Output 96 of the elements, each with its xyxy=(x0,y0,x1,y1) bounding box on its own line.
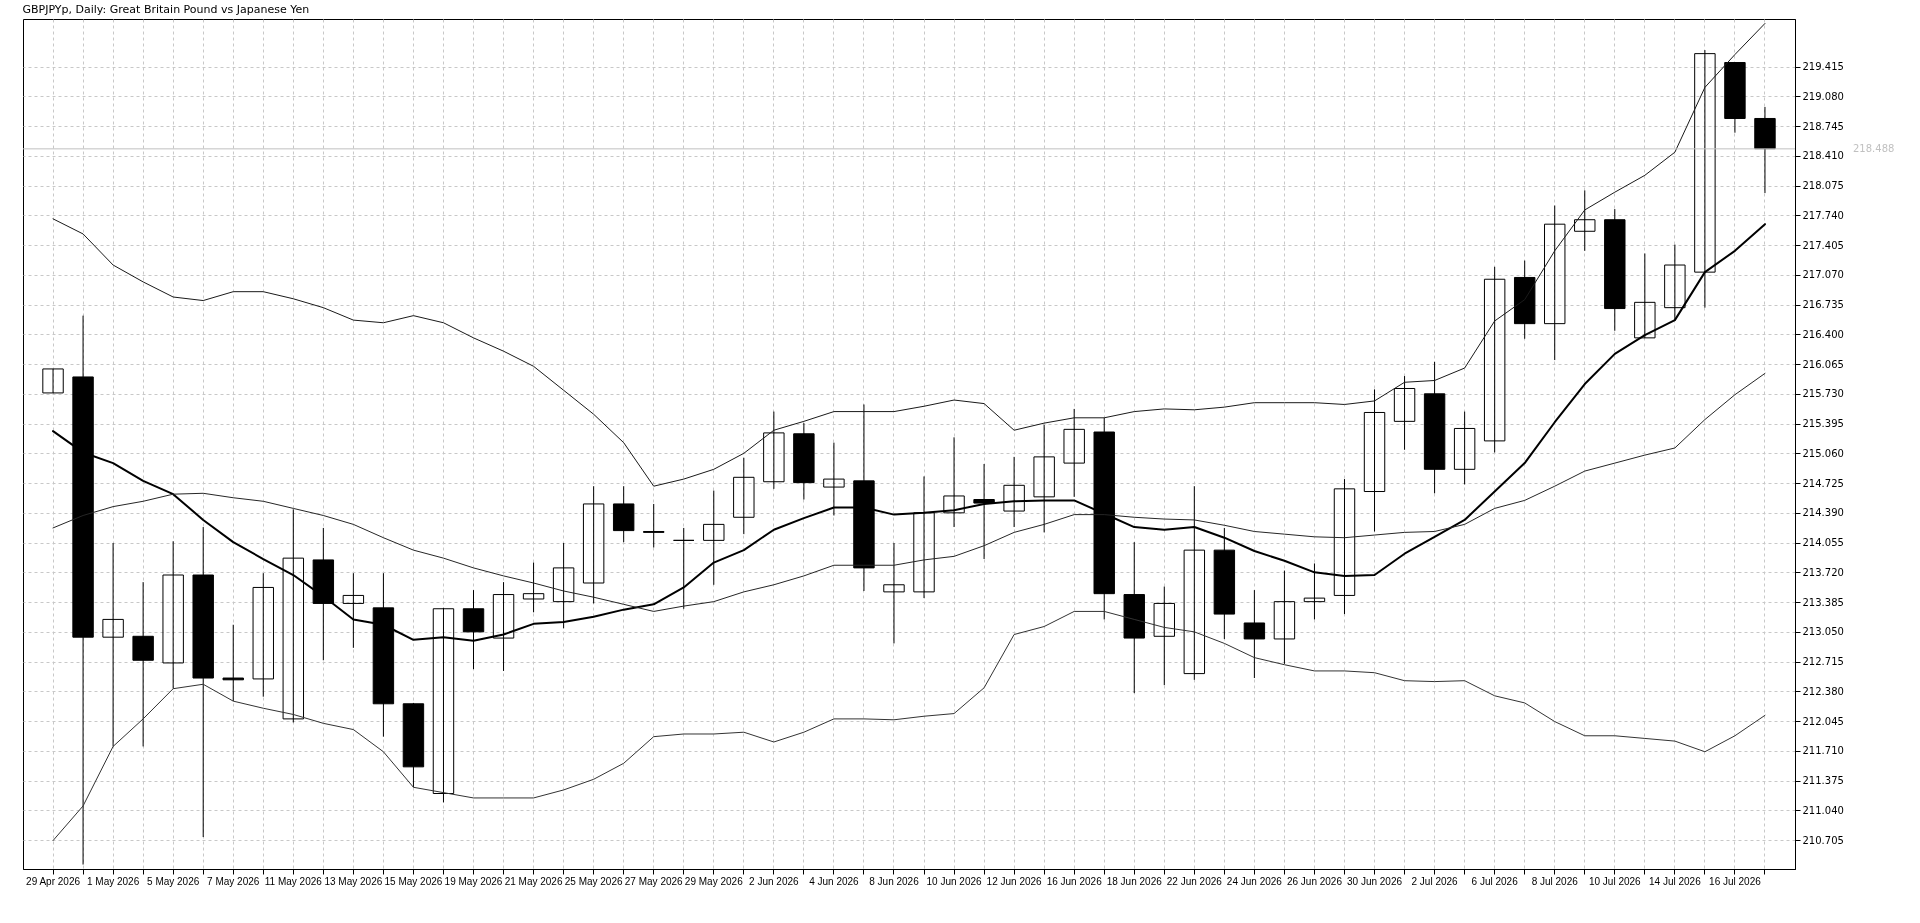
candlestick xyxy=(1544,205,1566,361)
line-series xyxy=(52,610,1766,842)
x-tick-label: 29 Apr 2026 xyxy=(26,875,81,887)
x-tick-label: 2 Jul 2026 xyxy=(1411,875,1459,887)
candlestick xyxy=(763,411,785,490)
y-tick-label: 219.080 xyxy=(1802,90,1844,102)
x-tick-label: 6 Jul 2026 xyxy=(1471,875,1519,887)
candlestick xyxy=(733,457,755,535)
x-tick-label: 24 Jun 2026 xyxy=(1226,875,1283,887)
candlestick xyxy=(1664,244,1686,321)
candlestick xyxy=(913,475,935,599)
y-tick-label: 214.055 xyxy=(1802,537,1844,549)
y-tick-label: 215.730 xyxy=(1802,388,1844,400)
x-tick-label: 8 Jul 2026 xyxy=(1531,875,1579,887)
x-tick-label: 30 Jun 2026 xyxy=(1346,875,1403,887)
y-tick-label: 217.070 xyxy=(1802,269,1844,281)
candlestick xyxy=(1483,266,1506,453)
y-tick-label: 217.405 xyxy=(1802,239,1844,251)
y-tick-label: 217.740 xyxy=(1802,209,1844,221)
candlestick xyxy=(1574,189,1596,252)
x-tick-label: 1 May 2026 xyxy=(86,875,140,887)
candlestick xyxy=(1003,456,1025,528)
x-tick-label: 5 May 2026 xyxy=(147,875,200,887)
candlestick xyxy=(522,562,545,613)
x-tick-label: 7 May 2026 xyxy=(207,875,260,887)
y-tick-label: 214.390 xyxy=(1802,507,1844,519)
candlestick xyxy=(582,485,605,604)
x-tick-label: 22 Jun 2026 xyxy=(1166,875,1223,887)
candlestick xyxy=(1033,424,1055,533)
y-tick-label: 212.715 xyxy=(1802,656,1844,668)
x-tick-label: 2 Jun 2026 xyxy=(749,875,800,887)
x-tick-label: 12 Jun 2026 xyxy=(986,875,1043,887)
candlestick xyxy=(1453,411,1476,485)
x-tick-label: 13 May 2026 xyxy=(324,875,383,887)
y-tick-label: 218.745 xyxy=(1802,120,1844,132)
candlestick xyxy=(102,542,124,747)
x-tick-label: 15 May 2026 xyxy=(384,875,443,887)
y-tick-label: 213.050 xyxy=(1802,626,1844,638)
x-tick-label: 19 May 2026 xyxy=(444,875,503,887)
candlestick xyxy=(132,581,154,747)
x-tick-label: 25 May 2026 xyxy=(564,875,623,887)
candlestick xyxy=(1243,589,1266,679)
candlestick xyxy=(42,368,64,394)
candlestick xyxy=(1363,388,1386,532)
y-tick-label: 216.400 xyxy=(1802,328,1844,340)
x-tick-label: 10 Jun 2026 xyxy=(926,875,983,887)
candlestick xyxy=(1333,478,1356,615)
candlestick xyxy=(1153,586,1175,686)
candlestick xyxy=(162,540,184,690)
candlestick xyxy=(1273,570,1296,665)
candlestick xyxy=(823,442,845,516)
candlestick xyxy=(252,572,274,698)
y-tick-label: 213.385 xyxy=(1802,596,1844,608)
candlestick xyxy=(703,490,725,586)
y-tick-label: 214.725 xyxy=(1802,477,1844,489)
y-tick-label: 213.720 xyxy=(1802,566,1844,578)
y-tick-label: 211.040 xyxy=(1802,804,1844,816)
y-tick-label: 219.415 xyxy=(1802,61,1844,73)
candlestick xyxy=(943,436,965,528)
y-tick-label: 211.375 xyxy=(1802,775,1844,787)
candlestick xyxy=(1063,408,1085,498)
x-tick-label: 16 Jul 2026 xyxy=(1709,875,1762,887)
y-tick-label: 210.705 xyxy=(1802,834,1844,846)
candlestick xyxy=(1393,375,1416,451)
y-tick-label: 218.410 xyxy=(1802,150,1844,162)
candlestick xyxy=(673,527,695,610)
candlestick xyxy=(973,463,995,560)
line-series xyxy=(52,22,1766,487)
x-tick-label: 16 Jun 2026 xyxy=(1046,875,1103,887)
x-tick-label: 21 May 2026 xyxy=(504,875,563,887)
x-tick-label: 29 May 2026 xyxy=(684,875,744,887)
x-tick-label: 27 May 2026 xyxy=(624,875,684,887)
candlestick xyxy=(643,503,665,548)
y-tick-label: 216.065 xyxy=(1802,358,1844,370)
candlestick xyxy=(222,624,244,702)
y-tick-label: 211.710 xyxy=(1802,745,1844,757)
y-tick-label: 212.380 xyxy=(1802,685,1844,697)
ref-line-label: 218.488 xyxy=(1853,142,1895,154)
x-tick-label: 4 Jun 2026 xyxy=(809,875,860,887)
line-series xyxy=(52,372,1766,612)
y-tick-label: 215.060 xyxy=(1802,447,1844,459)
y-tick-label: 212.045 xyxy=(1802,715,1844,727)
x-tick-label: 26 Jun 2026 xyxy=(1286,875,1343,887)
x-tick-label: 18 Jun 2026 xyxy=(1106,875,1163,887)
x-tick-label: 10 Jul 2026 xyxy=(1588,875,1642,887)
x-tick-label: 14 Jul 2026 xyxy=(1649,875,1702,887)
x-tick-label: 8 Jun 2026 xyxy=(869,875,920,887)
y-tick-label: 215.395 xyxy=(1802,418,1844,430)
y-tick-label: 216.735 xyxy=(1802,299,1844,311)
candlestick xyxy=(1303,562,1326,620)
x-tick-label: 11 May 2026 xyxy=(264,875,323,887)
chart-title: GBPJPYp, Daily: Great Britain Pound vs Japanese Yen xyxy=(22,3,310,16)
candlestick xyxy=(883,542,905,644)
y-tick-label: 218.075 xyxy=(1802,180,1844,192)
candlestick xyxy=(552,542,575,629)
candlestick xyxy=(1634,252,1656,339)
